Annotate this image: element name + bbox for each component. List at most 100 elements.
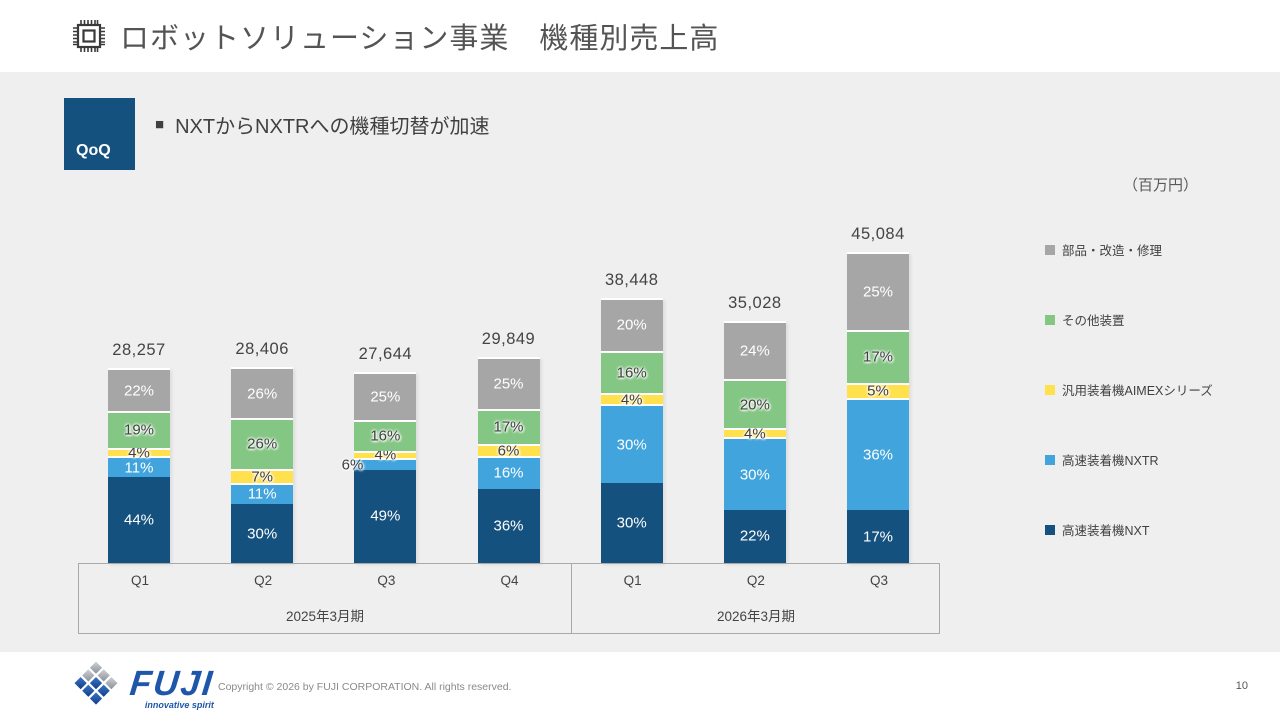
segment-percent-label: 11% [124,459,154,477]
segment-percent-label: 25% [493,375,524,393]
segment-percent-label: 20% [739,396,770,414]
legend-item: 高速装着機NXT [1045,520,1150,539]
bar-segment: 30% [600,483,663,563]
segment-percent-label: 22% [123,382,155,400]
key-message-text: NXTからNXTRへの機種切替が加速 [175,116,490,138]
square-bullet-icon: ■ [155,116,165,133]
microchip-icon [73,20,105,52]
bar-segment: 4% [354,448,417,463]
page-title: ロボットソリューション事業 機種別売上高 [120,23,720,55]
bar-segment: 26% [231,418,294,469]
legend-label: 部品・改造・修理 [1062,244,1163,258]
bar-total-label: 45,084 [851,225,905,243]
axis-quarter-label: Q1 [130,573,149,588]
bar-segment: 25% [477,357,540,409]
segment-percent-label: 49% [370,507,401,525]
bar-segment: 44% [108,477,170,563]
bar-total-label: 28,257 [112,341,166,360]
segment-percent-label: 30% [616,514,647,532]
stacked-bar: 45,084 17% 36% 5% 17% 25% [847,225,910,563]
segment-percent-label: 30% [247,525,278,543]
legend-label: その他装置 [1062,314,1125,328]
axis-quarter-label: Q4 [500,573,519,588]
segment-percent-label: 5% [867,382,889,400]
bar-segment: 49% [354,469,417,563]
content-area: QoQ ■ NXTからNXTRへの機種切替が加速 （百万円） 28,257 44%… [0,72,1280,652]
segment-percent-label: 26% [247,435,278,453]
fuji-wordmark: FUJI [127,663,216,703]
bar-segment: 30% [723,437,786,510]
segment-percent-label: 22% [739,527,770,545]
stacked-bar: 29,849 36% 16% 6% 17% 25% [477,330,540,563]
key-message: ■ NXTからNXTRへの機種切替が加速 [155,110,490,139]
bar-segment: 22% [108,368,170,411]
bar-segment: 17% [847,329,910,383]
segment-percent-label: 4% [128,444,150,462]
segment-percent-label: 19% [123,421,155,439]
segment-percent-label: 7% [251,468,273,486]
segment-percent-label: 4% [620,391,643,409]
segment-percent-label: 6% [341,456,364,474]
bar-segment: 4% [108,445,170,460]
bar-segment: 25% [354,372,417,420]
qoq-badge-label: QoQ [76,142,111,159]
segment-percent-label: 4% [374,446,397,464]
segment-percent-label: 25% [370,388,401,406]
segment-percent-label: 4% [744,425,766,443]
bar-segment: 6% [477,443,540,458]
segment-percent-label: 24% [739,342,770,360]
segment-percent-label: 36% [863,446,894,464]
chart-plot: 28,257 44% 11% 4% 19% 22% 28,406 30% 11% 7% 26% 26%… [78,225,940,563]
segment-percent-label: 17% [863,528,894,546]
bar-segment: 30% [600,403,663,484]
bar-segment: 20% [600,297,663,351]
axis-quarter-label: Q2 [254,573,273,588]
x-axis-box: Q1 Q2 Q3 Q4 Q1 Q2 Q3 2025年3月期 2026年3月期 [78,563,940,634]
page-number: 10 [1235,680,1248,692]
segment-percent-label: 25% [863,283,894,301]
legend-swatch-icon [1045,524,1055,535]
segment-percent-label: 16% [370,427,401,445]
header: ロボットソリューション事業 機種別売上高 [0,0,1280,72]
bar-total-label: 27,644 [358,345,413,364]
bar-segment: 22% [723,509,786,563]
axis-quarter-label: Q1 [623,573,642,588]
legend-swatch-icon [1045,454,1055,465]
stacked-bar: 38,448 30% 30% 4% 16% 20% [600,271,663,563]
bar-segment: 4% [600,392,663,407]
bar-segment: 17% [847,510,910,563]
bar-segment: 25% [847,252,910,330]
legend-item: 汎用装着機AIMEXシリーズ [1045,380,1213,399]
segment-percent-label: 26% [247,385,278,403]
bar-segment: 24% [723,321,786,380]
bar-segment: 36% [847,398,910,511]
segment-percent-label: 17% [863,348,894,366]
bar-segment: 16% [600,350,663,394]
segment-percent-label: 36% [493,517,524,535]
footer: FUJI innovative spirit Copyright © 2026 … [0,652,1280,720]
qoq-badge: QoQ [64,98,135,170]
segment-percent-label: 44% [123,511,155,529]
bar-segment: 36% [477,488,540,563]
bar-segment: 6% [342,457,417,472]
segment-percent-label: 6% [497,442,520,460]
axis-fiscal-year-label: 2025年3月期 [285,609,365,624]
stacked-bar: 28,406 30% 11% 7% 26% 26% [231,340,294,563]
segment-percent-label: 17% [493,418,524,436]
axis-fiscal-year-label: 2026年3月期 [716,609,796,624]
bar-segment: 30% [231,504,294,563]
bar-total-label: 35,028 [728,294,782,313]
legend-item: 高速装着機NXTR [1045,450,1159,469]
bar-segment: 17% [477,408,540,444]
stacked-bar: 35,028 22% 30% 4% 20% 24% [723,294,786,563]
bar-total-label: 29,849 [481,330,536,349]
legend-swatch-icon [1045,314,1055,325]
axis-group-divider [571,564,572,633]
bar-segment: 16% [477,455,540,489]
unit-label: （百万円） [1122,177,1198,194]
legend-label: 高速装着機NXTR [1062,454,1159,468]
bar-segment: 4% [723,426,786,441]
segment-percent-label: 20% [616,316,647,334]
segment-percent-label: 30% [739,466,770,484]
